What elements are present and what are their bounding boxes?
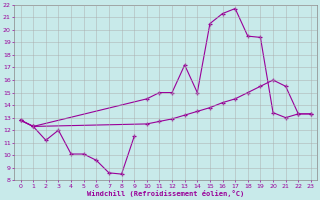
X-axis label: Windchill (Refroidissement éolien,°C): Windchill (Refroidissement éolien,°C) xyxy=(87,190,244,197)
